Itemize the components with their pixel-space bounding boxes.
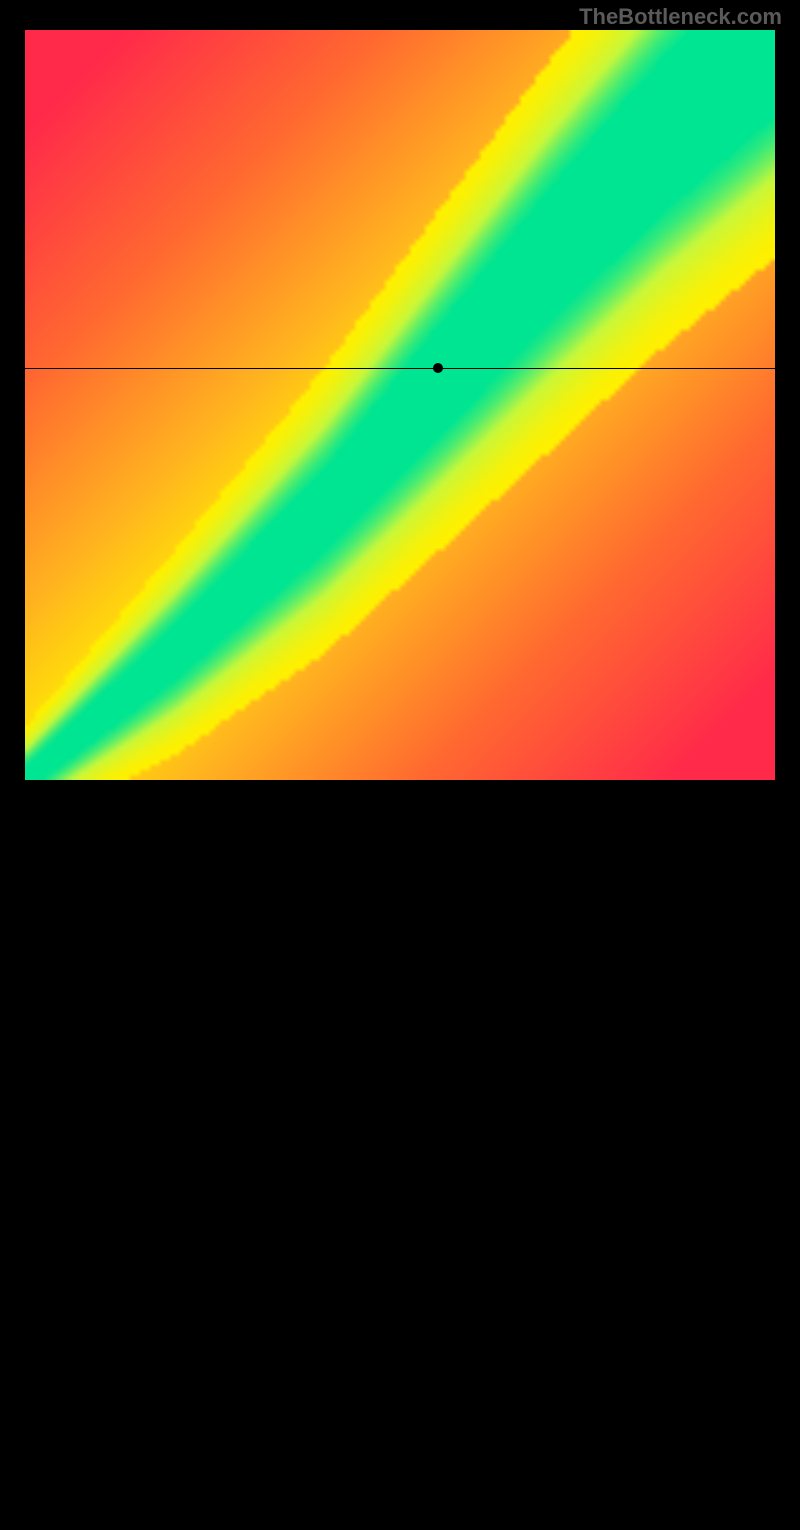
heatmap-plot — [25, 30, 775, 780]
heatmap-canvas — [25, 30, 775, 780]
watermark-text: TheBottleneck.com — [579, 4, 782, 30]
crosshair-vertical — [438, 780, 439, 1530]
crosshair-horizontal — [25, 368, 775, 369]
marker-dot — [433, 363, 443, 373]
